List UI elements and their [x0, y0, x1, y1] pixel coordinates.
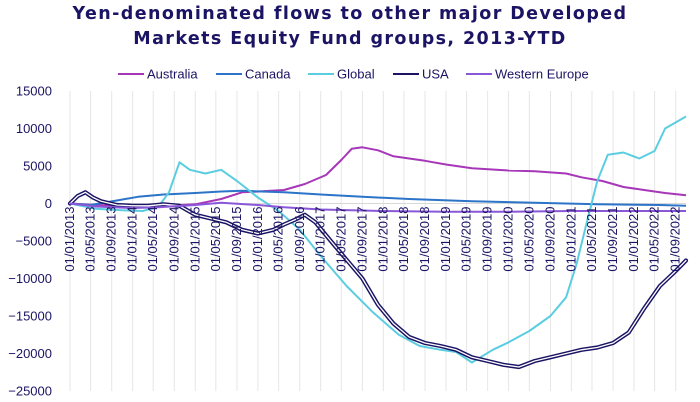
y-tick-label-2: 5000	[23, 159, 52, 174]
x-tick-label-23: 01/09/2020	[542, 206, 557, 271]
chart-title-line-1: Yen-denominated flows to other major Dev…	[72, 4, 628, 24]
series-line-western-europe	[69, 201, 686, 213]
x-tick-label-6: 01/01/2015	[187, 207, 202, 272]
y-tick-label-0: 15000	[16, 84, 52, 99]
series-line-global	[69, 115, 687, 364]
series-line-usa-inner	[69, 191, 687, 368]
x-tick-label-27: 01/01/2022	[626, 206, 641, 271]
y-axis-tick-labels: 15000 10000 5000 0 −5000 −10000 −15000 −20000 −2…	[8, 84, 52, 399]
legend-label-1: Canada	[245, 67, 291, 82]
y-tick-label-7: −20000	[8, 346, 52, 361]
x-tick-label-18: 01/01/2019	[438, 206, 453, 271]
x-tick-label-29: 01/09/2022	[668, 206, 683, 271]
y-tick-label-8: −25000	[8, 384, 52, 399]
x-tick-label-22: 01/05/2020	[521, 206, 536, 271]
x-tick-label-11: 01/09/2016	[292, 207, 307, 272]
chart-legend: Australia Canada Global USA Western Europe	[118, 67, 589, 82]
x-axis-tick-labels: 01/01/2013 01/05/2013 01/09/2013 01/01/2014…	[62, 206, 683, 271]
chart-series-lines	[67, 115, 689, 370]
x-tick-label-26: 01/09/2021	[605, 207, 620, 272]
x-tick-label-4: 01/05/2014	[145, 206, 160, 271]
x-tick-label-21: 01/01/2020	[501, 207, 516, 272]
chart-title: Yen-denominated flows to other major Dev…	[0, 2, 700, 52]
x-tick-label-7: 01/05/2015	[208, 206, 223, 271]
legend-label-2: Global	[337, 67, 375, 82]
x-tick-label-0: 01/01/2013	[62, 207, 77, 272]
legend-label-0: Australia	[147, 67, 198, 82]
legend-label-4: Western Europe	[495, 67, 589, 82]
chart-title-line-2: Markets Equity Fund groups, 2013-YTD	[133, 29, 567, 49]
y-tick-label-6: −15000	[8, 309, 52, 324]
x-tick-label-14: 01/09/2017	[354, 207, 369, 272]
x-tick-label-1: 01/05/2013	[83, 207, 98, 272]
x-tick-label-13: 01/05/2017	[333, 207, 348, 272]
legend-label-3: USA	[422, 67, 449, 82]
series-line-australia	[69, 146, 687, 208]
x-tick-label-5: 01/09/2014	[166, 206, 181, 271]
x-tick-label-17: 01/09/2018	[417, 206, 432, 271]
series-line-canada	[69, 189, 687, 207]
x-tick-label-8: 01/09/2015	[229, 207, 244, 272]
x-tick-label-12: 01/01/2017	[313, 207, 328, 272]
x-tick-label-20: 01/09/2019	[480, 206, 495, 271]
x-tick-label-15: 01/01/2018	[375, 206, 390, 271]
x-tick-label-28: 01/05/2022	[647, 207, 662, 272]
y-tick-label-1: 10000	[16, 121, 52, 136]
x-tick-label-10: 01/05/2016	[271, 207, 286, 272]
x-tick-label-16: 01/05/2018	[396, 206, 411, 271]
y-tick-label-5: −10000	[8, 271, 52, 286]
chart-gridlines	[69, 91, 686, 391]
y-tick-label-3: 0	[45, 196, 52, 211]
y-tick-label-4: −5000	[15, 234, 52, 249]
x-tick-label-25: 01/05/2021	[584, 207, 599, 272]
x-tick-label-9: 01/01/2016	[250, 207, 265, 272]
x-tick-label-2: 01/09/2013	[104, 207, 119, 272]
x-tick-label-19: 01/05/2019	[459, 206, 474, 271]
x-tick-label-3: 01/01/2014	[125, 206, 140, 271]
x-tick-label-24: 01/01/2021	[563, 207, 578, 272]
